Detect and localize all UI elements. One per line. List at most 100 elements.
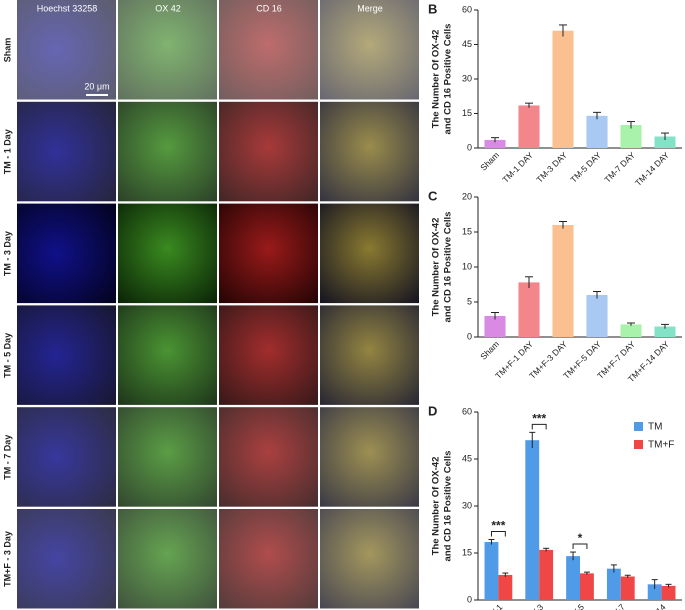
panel-label: A — [2, 0, 12, 14]
micrograph — [17, 305, 116, 405]
bar — [580, 573, 594, 600]
scale-bar-label: 20 μm — [84, 81, 109, 91]
micrograph — [320, 0, 419, 100]
error-bar — [627, 322, 635, 326]
bar — [484, 139, 506, 148]
y-tick-label: 0 — [467, 331, 472, 341]
row-label: TM - 5 Day — [2, 333, 12, 378]
legend-label: TM+F — [648, 440, 674, 451]
row-label: TM - 7 Day — [2, 435, 12, 480]
panel-label: D — [428, 403, 437, 418]
error-bar — [502, 572, 509, 577]
error-bar — [529, 431, 536, 449]
column-label: Merge — [357, 3, 383, 13]
y-axis-label: and CD 16 Positive Cells — [443, 212, 454, 323]
y-axis-label: The Number Of OX-42 — [431, 30, 442, 129]
bar — [661, 585, 676, 600]
micrograph — [320, 305, 419, 405]
error-bar — [543, 547, 550, 552]
bar — [647, 584, 662, 600]
micrograph — [219, 407, 318, 507]
micrograph — [17, 203, 116, 304]
panel-label: B — [428, 1, 437, 16]
error-bar — [570, 551, 577, 561]
bar — [484, 316, 506, 337]
error-bar — [624, 574, 631, 578]
micrograph — [17, 101, 116, 202]
micrograph — [17, 509, 116, 609]
significance-bracket — [490, 531, 506, 537]
row-label: Sham — [2, 38, 12, 63]
y-tick-label: 0 — [467, 594, 472, 604]
bar — [606, 568, 621, 600]
x-tick-label: TM-1 DAY — [500, 150, 535, 185]
micrograph — [118, 407, 217, 507]
bar — [620, 324, 642, 337]
micrograph — [219, 203, 318, 304]
y-tick-label: 15 — [462, 108, 472, 118]
micrograph — [320, 509, 419, 609]
error-bar — [525, 276, 533, 288]
legend-swatch — [634, 422, 643, 431]
error-bar — [627, 121, 635, 129]
significance-label: *** — [491, 519, 505, 533]
x-tick-label: DAY-7 — [603, 602, 627, 610]
micrograph — [320, 407, 419, 507]
bar — [539, 549, 554, 600]
x-tick-label: TM-3 DAY — [534, 150, 569, 185]
bar — [586, 115, 608, 148]
micrograph — [118, 0, 217, 100]
error-bar — [559, 24, 567, 37]
error-bar — [593, 111, 601, 120]
error-bar — [610, 564, 617, 573]
micrograph — [219, 305, 318, 405]
error-bar — [661, 323, 669, 329]
significance-bracket — [572, 543, 588, 550]
y-tick-label: 5 — [467, 296, 472, 306]
bar — [654, 326, 676, 337]
bar — [525, 440, 540, 600]
micrograph — [118, 305, 217, 405]
micrograph — [219, 101, 318, 202]
panel-label: C — [428, 188, 438, 203]
error-bar — [583, 571, 590, 575]
bar — [552, 30, 574, 149]
bar — [654, 136, 676, 148]
significance-label: * — [578, 531, 583, 545]
error-bar — [491, 312, 499, 320]
bar — [552, 225, 574, 337]
error-bar — [661, 132, 669, 140]
micrograph — [118, 509, 217, 609]
y-tick-label: 45 — [462, 39, 472, 49]
y-tick-label: 15 — [462, 547, 472, 557]
y-axis-label: and CD 16 Positive Cells — [443, 24, 454, 135]
error-bar — [488, 539, 495, 545]
error-bar — [593, 291, 601, 299]
row-label: TM+F - 3 Day — [2, 531, 12, 587]
bar — [566, 556, 580, 600]
bar — [518, 105, 540, 148]
y-tick-label: 0 — [467, 142, 472, 152]
y-tick-label: 10 — [462, 261, 472, 271]
bar — [498, 574, 513, 600]
micrograph — [118, 203, 217, 304]
micrograph — [17, 407, 116, 507]
x-tick-label: DAY-14 — [640, 602, 667, 610]
row-label: TM - 3 Day — [2, 231, 12, 276]
error-bar — [491, 137, 499, 143]
error-bar — [525, 102, 533, 108]
error-bar — [651, 579, 658, 590]
micrograph — [17, 0, 116, 100]
micrograph — [320, 203, 419, 304]
micrograph — [320, 101, 419, 202]
row-label: TM - 1 Day — [2, 129, 12, 174]
legend-label: TM — [648, 422, 662, 433]
bar — [484, 542, 499, 600]
significance-bracket — [531, 423, 547, 430]
y-tick-label: 20 — [462, 191, 472, 201]
error-bar — [665, 583, 672, 588]
column-label: OX 42 — [155, 3, 181, 13]
micrograph — [118, 101, 217, 202]
bar — [518, 282, 540, 337]
